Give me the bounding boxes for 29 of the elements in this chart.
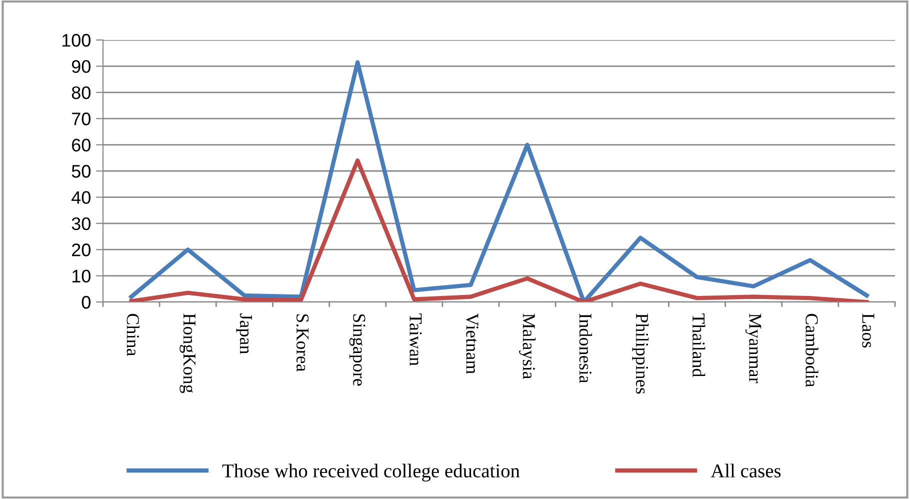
- legend-label: Those who received college education: [222, 464, 520, 482]
- x-tick-label: HongKong: [180, 314, 196, 394]
- x-tick-label: Japan: [236, 313, 252, 354]
- y-tick-label: 90: [72, 60, 90, 73]
- x-tick-label: Cambodia: [806, 314, 818, 388]
- y-tick-label: 50: [72, 164, 90, 178]
- line-series: [129, 158, 869, 302]
- x-tick-label: S.Korea: [296, 314, 309, 372]
- x-tick-label: Taiwan: [410, 313, 422, 366]
- x-tick-label: Singapore: [349, 314, 366, 386]
- x-tick-label: Vietnam: [466, 313, 478, 374]
- y-tick-label: 0: [82, 296, 90, 309]
- x-tick-label: China: [126, 314, 140, 356]
- line-series: [129, 60, 869, 302]
- y-tick-label: 80: [72, 86, 90, 100]
- x-tick-label: Malaysia: [519, 314, 536, 380]
- y-tick-label: 10: [72, 270, 90, 283]
- x-tick-label: Philippines: [632, 314, 649, 394]
- y-tick-label: 60: [72, 138, 90, 152]
- y-tick-label: 70: [72, 112, 90, 126]
- x-tick-label: Myanmar: [745, 314, 762, 384]
- x-tick-label: Thailand: [692, 313, 706, 378]
- y-tick-label: 30: [72, 217, 90, 230]
- y-tick-label: 100: [62, 34, 90, 47]
- y-tick-label: 40: [72, 191, 90, 204]
- y-tick-label: 20: [72, 244, 90, 256]
- legend-label: All cases: [710, 464, 781, 478]
- x-tick-label: Laos: [862, 314, 874, 348]
- x-tick-label: Indonesia: [579, 314, 592, 384]
